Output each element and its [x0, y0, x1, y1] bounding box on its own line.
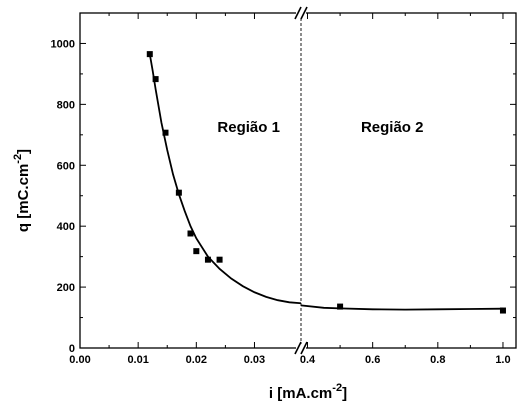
region-label: Região 2 [361, 119, 424, 136]
x-tick-label: 0.6 [365, 354, 380, 366]
fit-line-segment-2 [300, 304, 503, 311]
x-axis-title-superscript: -2 [332, 382, 342, 394]
data-point [146, 51, 153, 58]
region-label: Região 1 [217, 119, 280, 136]
y-axis-ticks: 0 200 400 600 800 1000 [51, 38, 516, 355]
data-point [499, 307, 506, 314]
data-point [152, 76, 159, 83]
annotation-layer: Região 1 Região 2 [217, 119, 423, 136]
data-point [193, 248, 200, 255]
data-point [162, 129, 169, 136]
y-tick-label: 600 [57, 160, 75, 172]
data-points-layer [146, 51, 506, 314]
axis-break-slash [294, 6, 302, 20]
plot-frame [79, 12, 517, 349]
x-tick-label: 0.8 [430, 354, 445, 366]
data-point [187, 230, 194, 237]
y-axis-title: q [mC.cm-2] [12, 149, 32, 232]
data-point [175, 189, 182, 196]
axis-break-gap [296, 9, 306, 17]
axis-break-slash [294, 341, 302, 355]
x-tick-label: 1.0 [495, 354, 510, 366]
data-point [216, 256, 223, 263]
data-point [204, 256, 211, 263]
plot-area-frame [79, 12, 517, 349]
x-axis-ticks: 0.00 0.01 0.02 0.03 0.4 0.6 0.8 1.0 [69, 13, 511, 366]
data-point [337, 303, 344, 310]
y-axis-title-superscript: -2 [12, 154, 24, 164]
x-tick-label: 0.00 [69, 354, 90, 366]
y-tick-label: 800 [57, 99, 75, 111]
x-tick-label: 0.01 [127, 354, 148, 366]
y-tick-label: 0 [69, 343, 75, 355]
y-tick-label: 1000 [51, 38, 75, 50]
axis-break-layer [294, 6, 308, 355]
axis-break-slash [300, 341, 308, 355]
y-tick-label: 200 [57, 282, 75, 294]
x-tick-label: 0.02 [186, 354, 207, 366]
axis-break-slash [300, 6, 308, 20]
x-axis-title: i [mA.cm-2] [269, 382, 347, 402]
axis-break-gap [296, 344, 306, 352]
fit-line-layer [148, 53, 503, 311]
x-tick-label: 0.03 [244, 354, 265, 366]
x-tick-label: 0.4 [300, 354, 316, 366]
y-tick-label: 400 [57, 221, 75, 233]
fit-line-segment-1 [148, 53, 302, 305]
